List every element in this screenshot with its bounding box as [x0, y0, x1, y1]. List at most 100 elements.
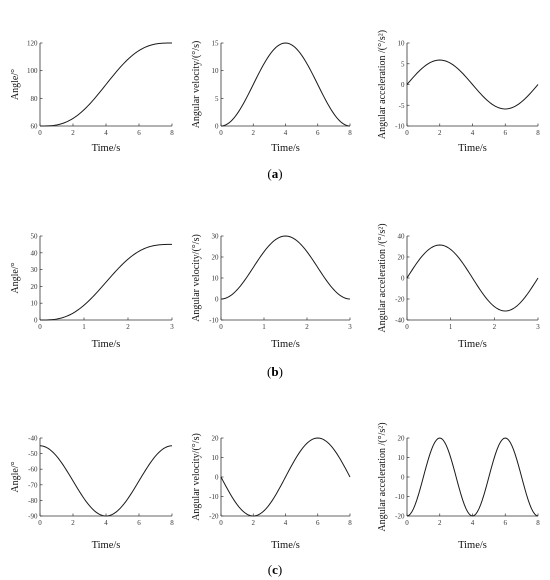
x-tick-label: 4 [104, 519, 108, 527]
y-tick-label: -60 [28, 466, 38, 474]
y-tick-label: 10 [398, 40, 406, 48]
y-tick-label: 80 [31, 95, 39, 103]
y-tick-label: -70 [28, 481, 38, 489]
chart-c2: 0 2 4 6 8 -20 -10 0 10 20 Time/s Angular velocity/(… [191, 433, 352, 551]
y-tick-label: 20 [31, 283, 39, 291]
x-axis-label: Time/s [92, 540, 121, 551]
y-tick-label: 30 [31, 266, 39, 274]
y-tick-label: 10 [212, 454, 220, 462]
y-tick-label: 10 [212, 67, 220, 75]
series-line [220, 235, 351, 300]
panel-caption: (a) [267, 166, 282, 181]
y-tick-label: -20 [395, 513, 405, 521]
x-tick-label: 0 [219, 323, 223, 331]
x-tick-label: 3 [536, 323, 540, 331]
y-tick-label: 50 [31, 233, 39, 241]
y-axis-label: Angular acceleration /(°/s²) [377, 223, 388, 332]
y-tick-label: 20 [398, 254, 406, 262]
x-tick-label: 6 [137, 519, 141, 527]
x-tick-label: 2 [126, 323, 130, 331]
y-tick-label: -10 [395, 123, 405, 131]
y-tick-label: 120 [27, 40, 38, 48]
y-axis-label: Angle/° [10, 262, 21, 293]
x-tick-label: 0 [38, 129, 42, 137]
y-tick-label: 100 [27, 67, 38, 75]
y-tick-label: -10 [209, 317, 219, 325]
x-tick-label: 8 [536, 519, 540, 527]
panel-caption: (b) [267, 364, 283, 379]
y-tick-label: 0 [401, 474, 405, 482]
y-tick-label: 10 [398, 454, 406, 462]
x-tick-label: 8 [348, 129, 352, 137]
x-tick-label: 2 [71, 519, 75, 527]
y-tick-label: -90 [28, 513, 38, 521]
x-tick-label: 0 [219, 129, 223, 137]
y-axis-label: Angular acceleration /(°/s²) [377, 422, 388, 531]
series-line [40, 42, 172, 127]
y-axis-label: Angular velocity/(°/s) [191, 234, 202, 322]
series-line [39, 445, 173, 517]
x-tick-label: 2 [71, 129, 75, 137]
x-tick-label: 6 [316, 129, 320, 137]
x-tick-label: 4 [284, 519, 288, 527]
x-tick-label: 2 [438, 129, 442, 137]
x-tick-label: 0 [405, 519, 409, 527]
x-axis-label: Time/s [92, 339, 121, 350]
chart-a2: 0 2 4 6 8 0 5 10 15 Time/s Angular velocity/(°/s) [191, 40, 352, 155]
x-tick-label: 1 [449, 323, 453, 331]
y-tick-label: -20 [209, 513, 219, 521]
y-tick-label: 0 [401, 81, 405, 89]
x-tick-label: 2 [305, 323, 309, 331]
series-line [406, 244, 539, 312]
x-tick-label: 4 [104, 129, 108, 137]
x-axis-label: Time/s [458, 143, 487, 154]
y-tick-label: 10 [212, 275, 220, 283]
y-axis-label: Angular acceleration /(°/s²) [377, 30, 388, 139]
y-tick-label: 0 [215, 296, 219, 304]
x-axis-label: Time/s [271, 540, 300, 551]
y-tick-label: 0 [215, 474, 219, 482]
x-tick-label: 4 [284, 129, 288, 137]
x-axis-label: Time/s [458, 540, 487, 551]
chart-a3: 0 2 4 6 8 -10 -5 0 5 10 Time/s Angular acceleration… [377, 30, 540, 154]
series-line [40, 243, 172, 321]
x-tick-label: 8 [536, 129, 540, 137]
chart-a1: 0 2 4 6 8 60 80 100 120 Time/s Angle/° [10, 40, 174, 155]
y-tick-label: -40 [395, 317, 405, 325]
y-tick-label: 5 [401, 60, 405, 68]
series-line [406, 437, 539, 517]
y-tick-label: 0 [401, 275, 405, 283]
y-tick-label: 0 [215, 123, 219, 131]
x-tick-label: 0 [38, 519, 42, 527]
y-tick-label: 40 [31, 249, 39, 257]
x-tick-label: 1 [262, 323, 266, 331]
x-tick-label: 8 [170, 129, 174, 137]
x-tick-label: 2 [438, 519, 442, 527]
chart-b3: 0 1 2 3 -40 -20 0 20 40 Time/s Angular acceleratio… [377, 223, 540, 350]
x-tick-label: 0 [405, 323, 409, 331]
y-tick-label: 20 [212, 435, 220, 443]
y-axis-label: Angle/° [10, 461, 21, 492]
y-tick-label: 20 [212, 254, 220, 262]
x-tick-label: 4 [471, 129, 475, 137]
y-tick-label: -50 [28, 450, 38, 458]
x-axis-label: Time/s [271, 339, 300, 350]
x-tick-label: 2 [252, 129, 256, 137]
x-axis-label: Time/s [271, 143, 300, 154]
x-tick-label: 1 [82, 323, 86, 331]
y-tick-label: 40 [398, 233, 406, 241]
x-tick-label: 6 [504, 519, 508, 527]
x-tick-label: 0 [405, 129, 409, 137]
series-line [220, 42, 351, 127]
x-tick-label: 6 [504, 129, 508, 137]
y-axis-label: Angle/° [10, 69, 21, 100]
x-tick-label: 6 [137, 129, 141, 137]
x-tick-label: 4 [471, 519, 475, 527]
x-tick-label: 0 [38, 323, 42, 331]
series-line [406, 59, 539, 110]
x-axis-label: Time/s [458, 339, 487, 350]
y-tick-label: 5 [215, 95, 219, 103]
